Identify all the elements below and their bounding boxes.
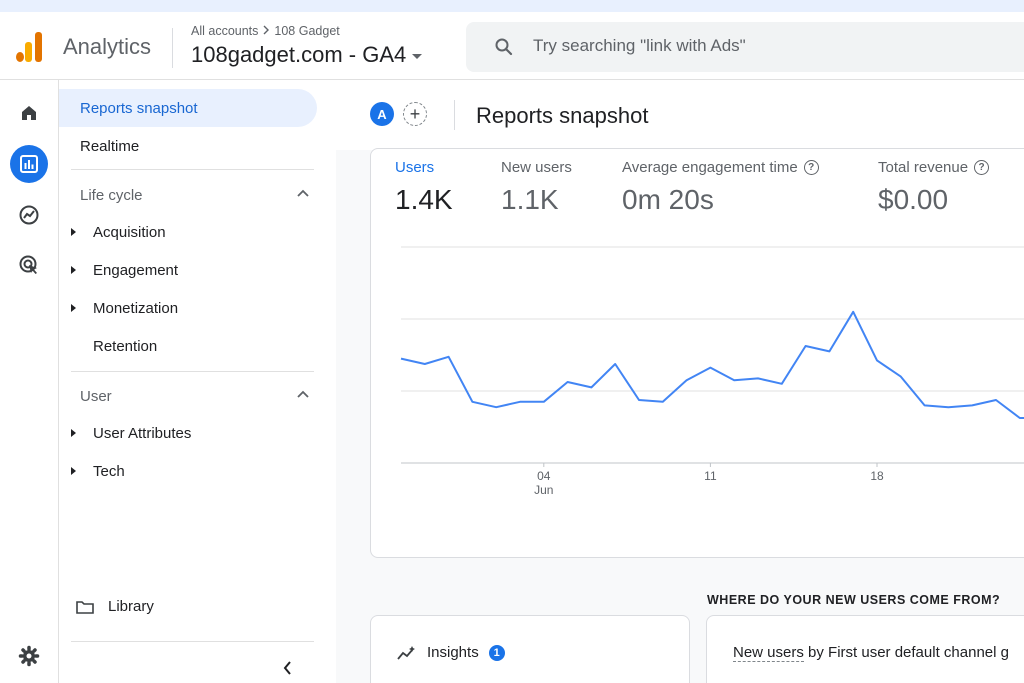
expand-arrow-icon (71, 304, 76, 313)
report-navigation: Reports snapshot Realtime Life cycle Acq… (59, 80, 336, 683)
page-title: Reports snapshot (476, 103, 649, 128)
expand-arrow-icon (71, 467, 76, 476)
x-tick-label: 18 (870, 469, 884, 483)
section-life-cycle[interactable]: Life cycle (80, 187, 310, 204)
chevron-up-icon (297, 390, 309, 398)
nav-reports-snapshot[interactable]: Reports snapshot (59, 89, 317, 127)
metric-dropdown[interactable]: New users (733, 644, 804, 662)
help-icon[interactable]: ? (803, 160, 819, 175)
chevron-right-icon (262, 24, 270, 38)
header-divider (454, 100, 455, 130)
chevron-up-icon (297, 189, 309, 197)
breadcrumb[interactable]: All accounts 108 Gadget (191, 24, 340, 38)
nav-acquisition-label: Acquisition (93, 224, 166, 241)
metric-total-revenue[interactable]: Total revenue? $0.00 (878, 159, 990, 216)
settings-button[interactable] (10, 637, 48, 675)
nav-library-label: Library (108, 598, 154, 615)
search-bar[interactable]: Try searching "link with Ads" (466, 22, 1024, 72)
advertising-button[interactable] (10, 246, 48, 284)
x-tick-label: 04 (537, 469, 551, 483)
analytics-logo-icon[interactable] (16, 30, 44, 62)
nav-tech[interactable]: Tech (71, 463, 125, 480)
page-header: A + Reports snapshot (336, 80, 1024, 150)
explore-icon (19, 205, 39, 225)
card-title-suffix: by First user default channel g (803, 644, 1009, 661)
nav-realtime[interactable]: Realtime (80, 137, 140, 155)
caret-down-icon (412, 53, 423, 59)
help-icon[interactable]: ? (974, 160, 990, 175)
nav-monetization-label: Monetization (93, 300, 179, 317)
x-tick-label: 11 (704, 469, 717, 483)
collapse-nav-button[interactable] (281, 660, 295, 681)
metric-avg-engagement-value: 0m 20s (622, 184, 714, 215)
expand-arrow-icon (71, 228, 76, 237)
metric-total-revenue-label: Total revenue (878, 159, 969, 176)
home-icon (22, 106, 36, 120)
section-user-label: User (80, 388, 112, 405)
series-line-users (400, 310, 1024, 419)
nav-retention-label: Retention (93, 338, 158, 355)
x-tick-sublabel: Jun (534, 483, 553, 497)
expand-arrow-icon (71, 266, 76, 275)
home-button[interactable] (10, 94, 48, 132)
header-divider (172, 28, 173, 68)
add-comparison-button[interactable]: + (403, 102, 427, 126)
app-name: Analytics (63, 34, 152, 59)
nav-divider (71, 371, 314, 372)
nav-retention[interactable]: Retention (71, 338, 157, 355)
section-life-cycle-label: Life cycle (80, 187, 143, 204)
expand-arrow-icon (71, 429, 76, 438)
property-selector[interactable]: 108gadget.com - GA4 (191, 42, 423, 68)
metric-new-users-label: New users (501, 159, 572, 176)
nav-library[interactable]: Library (76, 598, 154, 615)
nav-user-attributes[interactable]: User Attributes (71, 425, 191, 442)
metric-users-value: 1.4K (395, 184, 453, 215)
folder-icon (76, 600, 94, 614)
insights-icon (397, 645, 415, 660)
comparison-badge[interactable]: A (370, 102, 394, 126)
top-strip (0, 0, 1024, 12)
nav-divider (71, 169, 314, 170)
metric-new-users-value: 1.1K (501, 184, 559, 215)
icon-rail (0, 80, 59, 683)
section-user[interactable]: User (80, 388, 310, 405)
new-users-channel-card: New users by First user default channel … (706, 615, 1024, 683)
insights-card[interactable]: Insights 1 (370, 615, 690, 683)
metric-users-label: Users (395, 159, 435, 176)
main-content: A + Reports snapshot Users 1.4K New user… (336, 80, 1024, 683)
metric-users[interactable]: Users 1.4K (395, 159, 453, 216)
chevron-left-icon (283, 661, 291, 675)
property-name: 108gadget.com - GA4 (191, 42, 407, 67)
nav-engagement-label: Engagement (93, 262, 179, 279)
card-title[interactable]: New users by First user default channel … (733, 644, 1009, 662)
header: Analytics All accounts 108 Gadget 108gadg… (0, 12, 1024, 80)
metric-total-revenue-value: $0.00 (878, 184, 949, 215)
insights-header[interactable]: Insights 1 (397, 644, 505, 661)
breadcrumb-root[interactable]: All accounts (191, 24, 259, 38)
nav-acquisition[interactable]: Acquisition (71, 224, 166, 241)
overview-card: Users 1.4K New users 1.1K Average engage… (370, 148, 1024, 558)
metric-avg-engagement[interactable]: Average engagement time? 0m 20s (622, 159, 819, 216)
nav-user-attributes-label: User Attributes (93, 425, 192, 442)
advertising-icon (19, 255, 37, 274)
nav-monetization[interactable]: Monetization (71, 300, 178, 317)
insights-count-badge: 1 (488, 644, 505, 661)
users-line-chart: 04Jun111825 (400, 246, 1024, 497)
metric-avg-engagement-label: Average engagement time (622, 159, 798, 176)
nav-divider (71, 641, 314, 642)
settings-icon (18, 645, 40, 667)
search-icon (495, 38, 513, 56)
reports-icon (20, 155, 38, 173)
metric-new-users[interactable]: New users 1.1K (501, 159, 572, 216)
reports-button[interactable] (10, 145, 48, 183)
nav-engagement[interactable]: Engagement (71, 262, 178, 279)
explore-button[interactable] (10, 196, 48, 234)
breadcrumb-account[interactable]: 108 Gadget (274, 24, 340, 38)
nav-tech-label: Tech (93, 463, 125, 480)
search-placeholder: Try searching "link with Ads" (533, 36, 746, 55)
insights-label: Insights (427, 644, 479, 661)
section-title-where: WHERE DO YOUR NEW USERS COME FROM? (707, 593, 1001, 607)
